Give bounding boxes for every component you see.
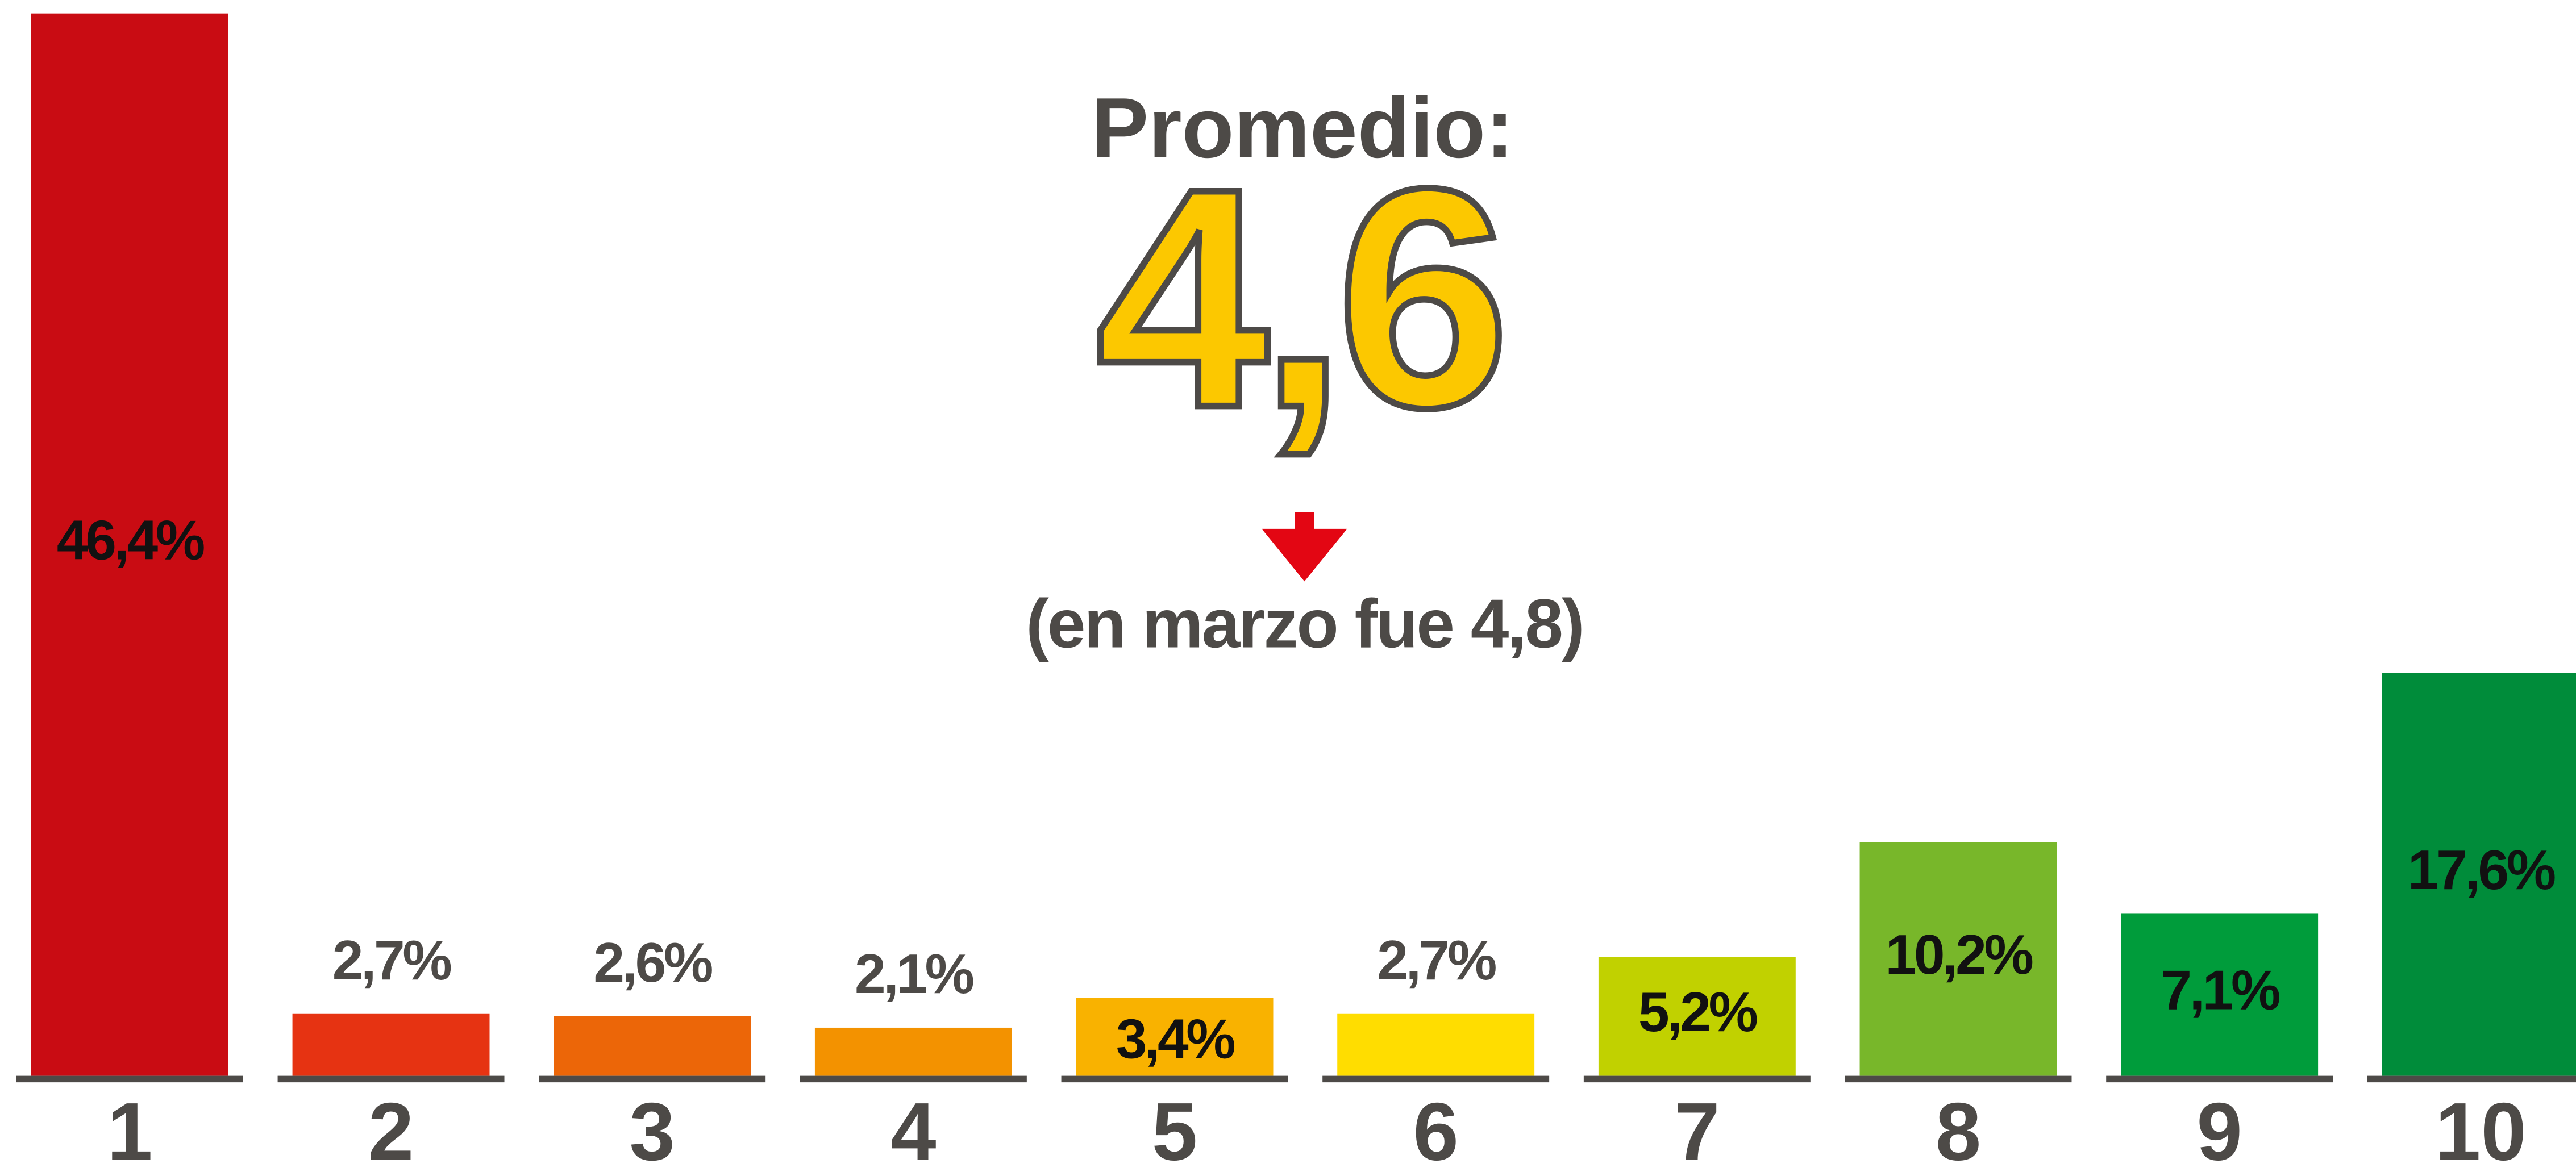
value-label: 2,7% <box>1377 929 1496 991</box>
x-tick-label: 9 <box>2196 1086 2242 1172</box>
bar <box>1859 842 2057 1076</box>
value-label: 7,1% <box>2161 958 2279 1021</box>
x-tick-label: 10 <box>2435 1086 2527 1172</box>
bar <box>31 13 228 1076</box>
previous-note: (en marzo fue 4,8) <box>1026 585 1583 662</box>
chart-title: Promedio: <box>1092 80 1514 176</box>
x-tick-label: 5 <box>1152 1086 1197 1172</box>
value-label: 10,2% <box>1886 923 2033 986</box>
bar <box>292 1013 490 1076</box>
bar <box>814 1027 1012 1076</box>
bar <box>1337 1013 1535 1076</box>
value-label: 3,4% <box>1116 1008 1235 1070</box>
value-label: 2,1% <box>855 942 973 1005</box>
bar <box>1076 998 1274 1076</box>
value-label: 2,6% <box>593 931 712 994</box>
x-tick-label: 1 <box>107 1086 152 1172</box>
bar <box>2121 913 2319 1076</box>
x-tick-label: 8 <box>1936 1086 1981 1172</box>
x-tick-label: 2 <box>368 1086 414 1172</box>
bar <box>554 1016 751 1076</box>
value-label: 2,7% <box>332 929 451 991</box>
bar <box>2382 673 2576 1076</box>
down-arrow <box>1262 512 1347 582</box>
x-tick-label: 3 <box>630 1086 675 1172</box>
x-tick-label: 4 <box>890 1086 936 1172</box>
average-value: 4,6 <box>1096 124 1502 473</box>
x-tick-label: 6 <box>1413 1086 1458 1172</box>
value-label: 46,4% <box>57 509 204 572</box>
x-tick-label: 7 <box>1674 1086 1720 1172</box>
bar <box>1598 957 1796 1076</box>
value-label: 5,2% <box>1638 981 1757 1043</box>
value-label: 17,6% <box>2408 839 2555 901</box>
